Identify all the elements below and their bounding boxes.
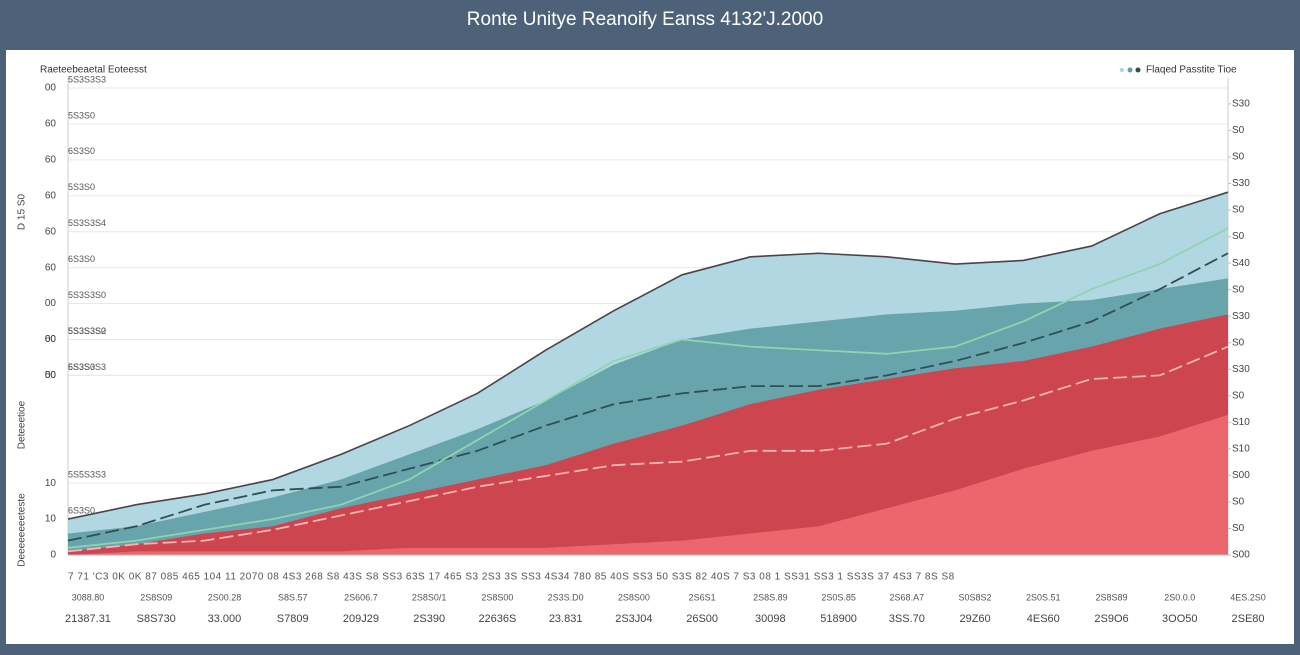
x-sublabel: 2S00.28 [208, 592, 242, 602]
x-tick-label: 29Z60 [959, 613, 990, 625]
chart-title: Ronte Unitye Reanoify Eanss 4132'J.2000 [467, 9, 823, 30]
y-tick-label: 60 [45, 119, 57, 130]
x-sublabel: 4ES.2S0 [1230, 592, 1266, 602]
y2-tick-label: S30 [1232, 311, 1250, 322]
x-sublabel: 2S606.7 [344, 592, 378, 602]
y-tick-label: 60 [45, 154, 57, 165]
y2-tick-label: S00 [1232, 470, 1250, 481]
y-tick-label: 60 [45, 226, 57, 237]
y-label: Deteeetioe [17, 400, 28, 449]
x-sublabel: 2S8S09 [140, 592, 172, 602]
x-tick-label: 33.000 [208, 613, 242, 625]
x-tick-label: 23.831 [549, 613, 583, 625]
y2-tick-label: S0 [1232, 125, 1245, 136]
inner-label: 6S3S0 [68, 254, 95, 264]
x-minor-labels: 7 71 'C3 0K 0K 87 085 465 104 11 2070 08… [68, 572, 955, 583]
y2-tick-label: S40 [1232, 258, 1250, 269]
y-tick-label: 00 [45, 334, 57, 345]
inner-label: 5S3S3S3 [68, 74, 106, 84]
x-sublabel: S8S.57 [278, 592, 308, 602]
x-sublabel: 2S0S.51 [1026, 592, 1061, 602]
y-tick-label: 10 [45, 478, 57, 489]
y2-tick-label: S30 [1232, 99, 1250, 110]
line [67, 252, 1229, 542]
line [67, 227, 1229, 549]
x-tick-label: 3SS.70 [889, 613, 925, 625]
x-sublabel: 2S8S89 [1096, 592, 1128, 602]
y2-tick-label: S0 [1232, 390, 1245, 401]
y2-tick-label: S0 [1232, 497, 1245, 508]
x-tick-label: 2SE80 [1231, 613, 1264, 625]
x-sublabel: 2S0.0.0 [1164, 592, 1195, 602]
x-tick-label: 22636S [478, 613, 516, 625]
x-sublabel: 3088.80 [72, 592, 105, 602]
x-tick-label: 2S9O6 [1094, 613, 1128, 625]
x-tick-label: 30098 [755, 613, 786, 625]
y2-tick-label: S0 [1232, 205, 1245, 216]
x-tick-label: 2S3J04 [615, 613, 652, 625]
x-tick-label: 26S00 [686, 613, 718, 625]
legend-label: Flaqed Passtite Tioe [1146, 65, 1237, 76]
y-tick-label: 0 [50, 550, 56, 561]
inner-label: 5S3S3S0 [68, 290, 106, 300]
y2-tick-label: S30 [1232, 178, 1250, 189]
y-tick-label: 60 [45, 262, 57, 273]
inner-label: 6S3S0 [68, 505, 95, 515]
inner-label: 5S3S3S2 [68, 326, 106, 336]
line [67, 345, 1229, 553]
inner-label: 5S3S3S0 [68, 326, 106, 336]
x-tick-label: 209J29 [343, 613, 379, 625]
y-tick-label: 50 [45, 370, 57, 381]
inner-label: 6S3S0 [68, 362, 95, 372]
x-sublabel: 2S8S00 [618, 592, 650, 602]
x-tick-label: 518900 [820, 613, 857, 625]
y-tick-label: 00 [45, 298, 57, 309]
x-tick-label: S8S730 [137, 613, 176, 625]
x-tick-label: 21387.31 [65, 613, 111, 625]
x-tick-label: 2S390 [413, 613, 445, 625]
legend-dot [1135, 67, 1141, 73]
inner-label: 6S3S0 [68, 146, 95, 156]
y-tick-label: 10 [45, 514, 57, 525]
y-tick-label: 60 [45, 190, 57, 201]
x-tick-label: 3OO50 [1162, 613, 1197, 625]
y2-tick-label: S0 [1232, 152, 1245, 163]
y2-tick-label: S00 [1232, 550, 1250, 561]
y2-tick-label: S30 [1232, 364, 1250, 375]
y-label: D 15 S0 [17, 193, 28, 230]
y-tick-label: 00 [45, 83, 57, 94]
x-sublabel: 2S0S.85 [821, 592, 856, 602]
inner-label: 5S3S3S3 [68, 362, 106, 372]
legend-dot [1127, 67, 1133, 73]
legend-dot [1120, 68, 1124, 72]
x-sublabel: 2S6S1 [689, 592, 716, 602]
x-sublabel: 2S68.A7 [890, 592, 925, 602]
y-label: Deeeeeeeeteste [17, 493, 28, 567]
y2-tick-label: S10 [1232, 417, 1250, 428]
inner-label: 5S3S3S4 [68, 218, 106, 228]
y2-tick-label: S0 [1232, 231, 1245, 242]
area-edge [67, 191, 1229, 520]
x-tick-label: 4ES60 [1027, 613, 1060, 625]
y-tick-label: 60 [45, 334, 57, 345]
x-sublabel: 2S8S0/1 [412, 592, 447, 602]
subtitle: Raeteebeaetal Eoteesst [40, 65, 147, 76]
x-sublabel: S0S8S2 [959, 592, 992, 602]
inner-label: 5S3S0 [68, 110, 95, 120]
area [68, 414, 1228, 555]
inner-label: 5S5S3S3 [68, 470, 106, 480]
y2-tick-label: S0 [1232, 284, 1245, 295]
y-tick-label: 00 [45, 370, 57, 381]
y2-tick-label: S10 [1232, 444, 1250, 455]
x-tick-label: S7809 [277, 613, 309, 625]
x-sublabel: 2S8S00 [481, 592, 513, 602]
x-sublabel: 2S3S.D0 [548, 592, 584, 602]
inner-label: 5S3S0 [68, 182, 95, 192]
y2-tick-label: S0 [1232, 523, 1245, 534]
x-sublabel: 2S8S.89 [753, 592, 788, 602]
y2-tick-label: S0 [1232, 337, 1245, 348]
